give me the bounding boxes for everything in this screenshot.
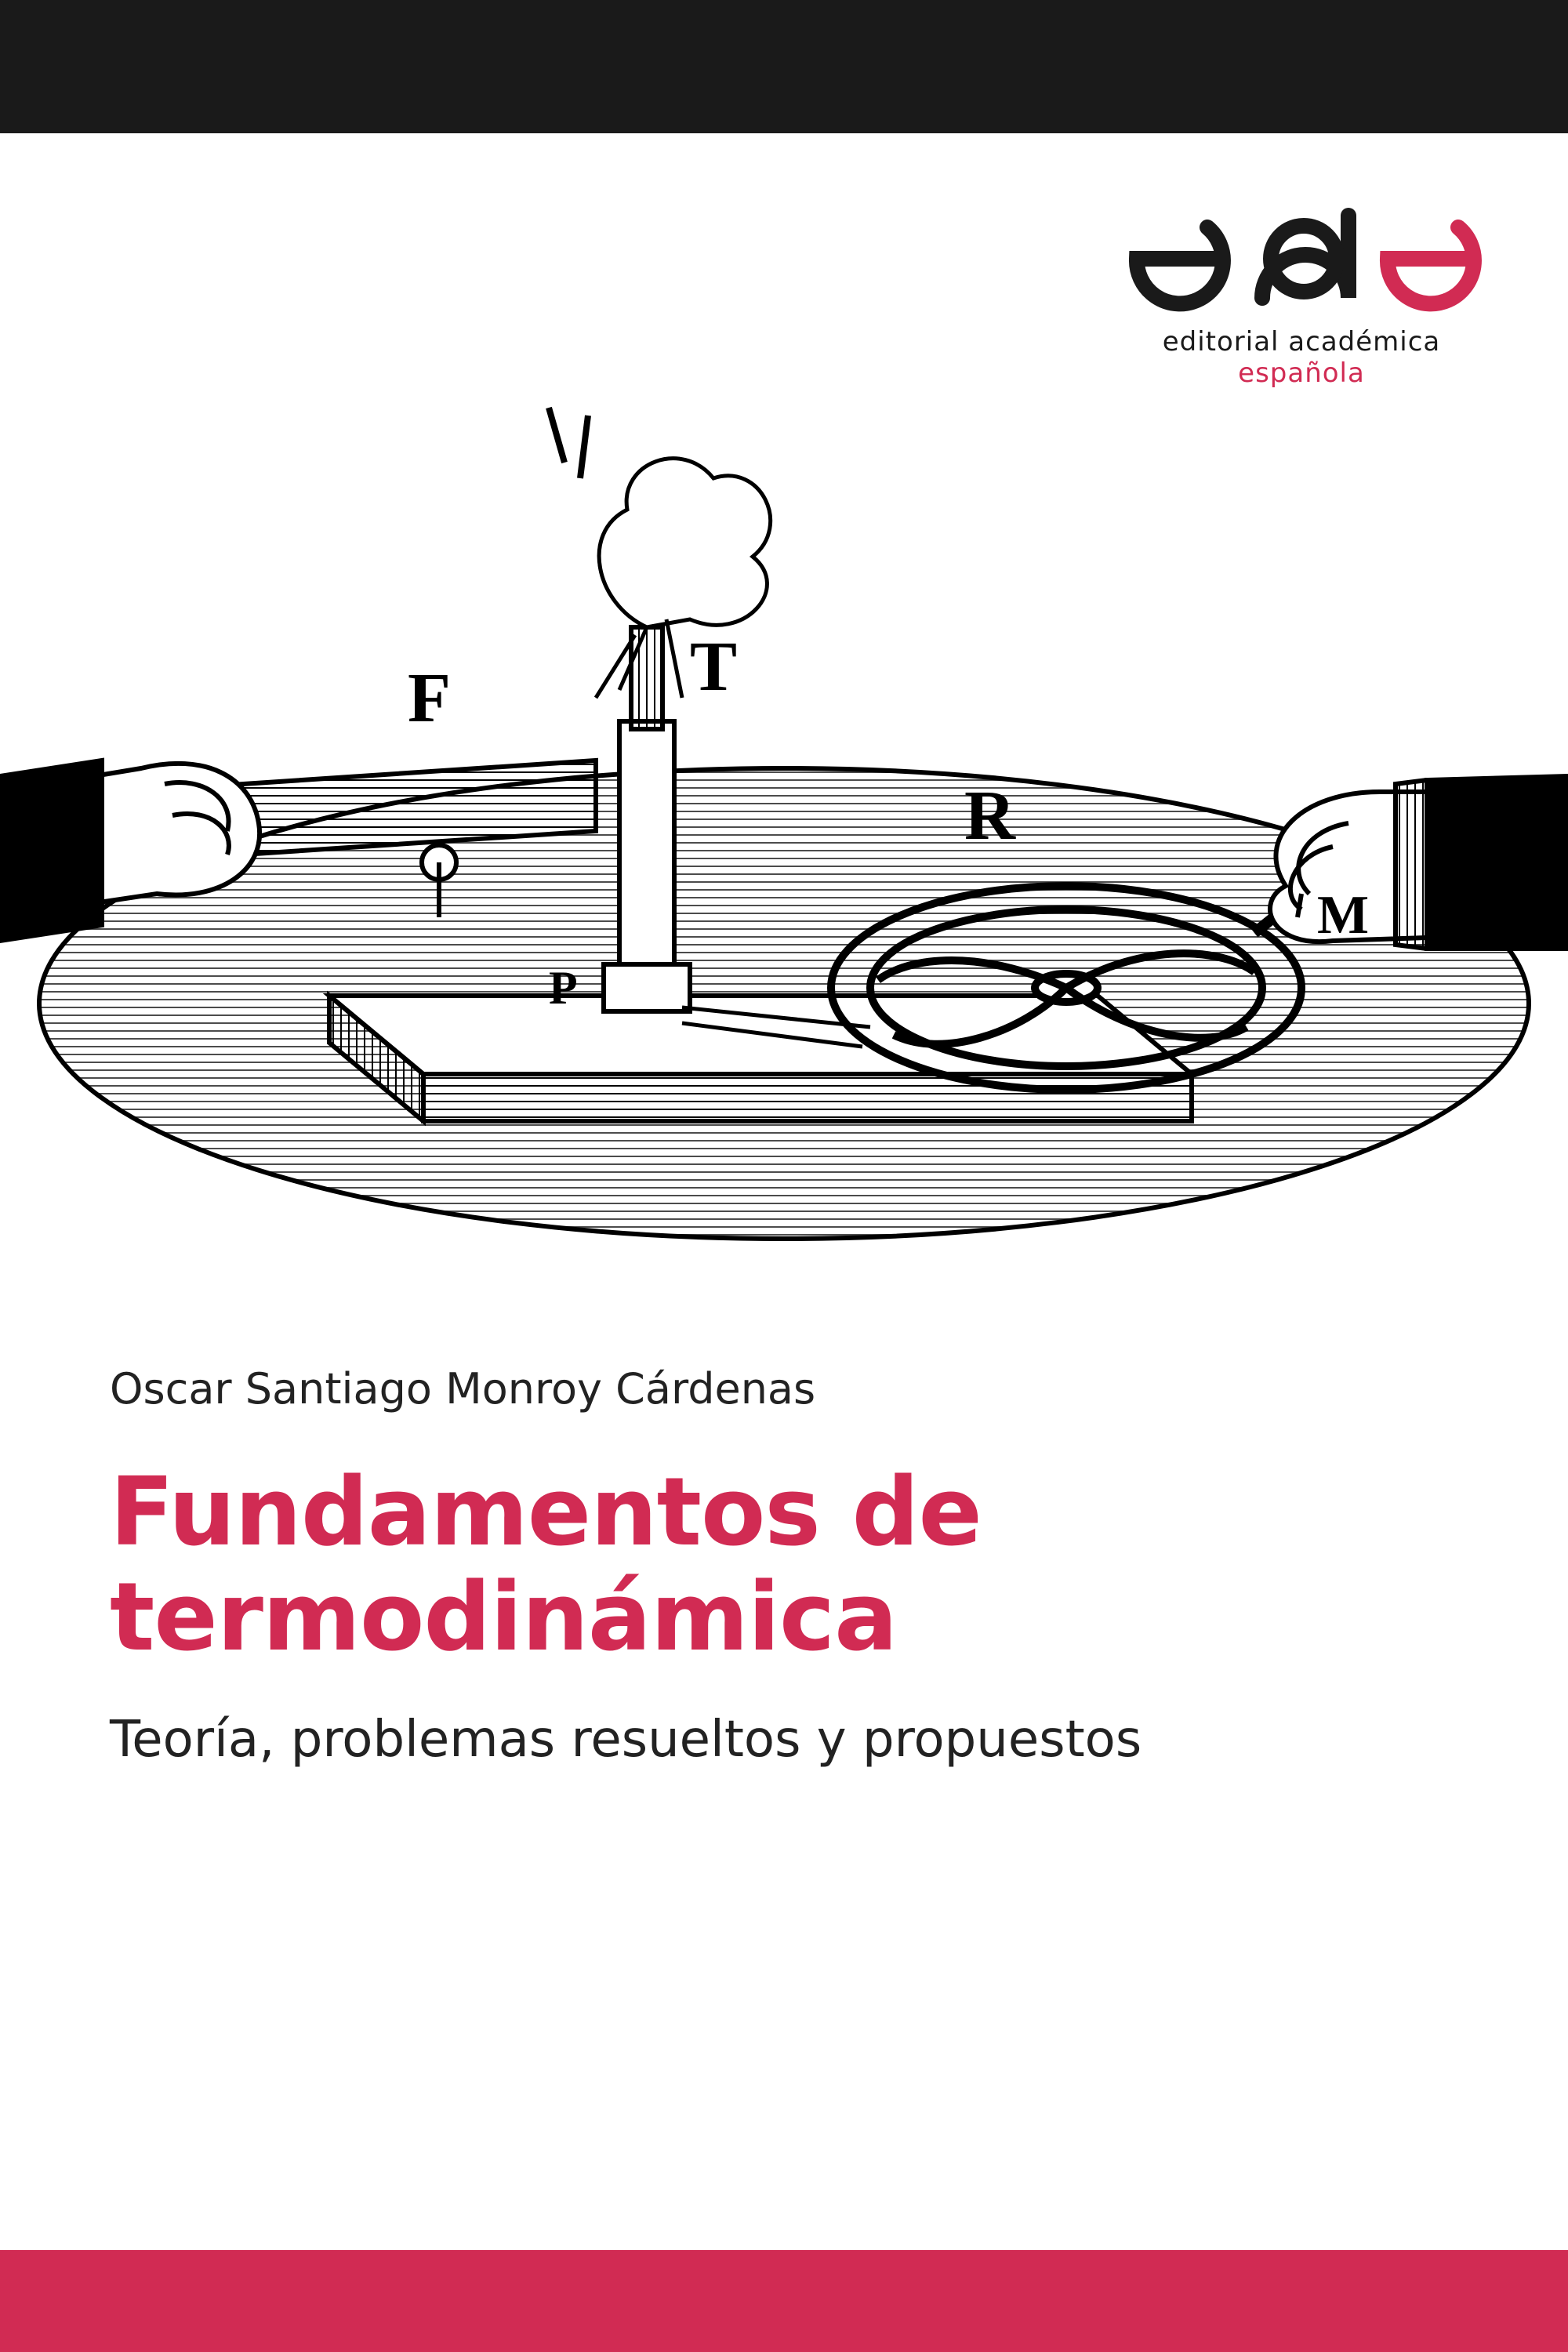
book-title: Fundamentos de termodinámica: [110, 1461, 1458, 1671]
label-F: F: [408, 659, 451, 737]
label-R: R: [964, 777, 1016, 855]
author-name: Oscar Santiago Monroy Cárdenas: [110, 1364, 1458, 1414]
engraving-icon: F T R P M: [0, 353, 1568, 1294]
text-block: Oscar Santiago Monroy Cárdenas Fundament…: [110, 1364, 1458, 1769]
bottom-bar: [0, 2250, 1568, 2352]
cover-illustration: F T R P M: [0, 353, 1568, 1294]
label-T: T: [690, 628, 737, 706]
top-bar: [0, 0, 1568, 133]
label-P: P: [549, 962, 578, 1014]
book-subtitle: Teoría, problemas resueltos y propuestos: [110, 1711, 1458, 1769]
eae-logo-icon: [1113, 180, 1490, 314]
label-M: M: [1317, 885, 1369, 946]
